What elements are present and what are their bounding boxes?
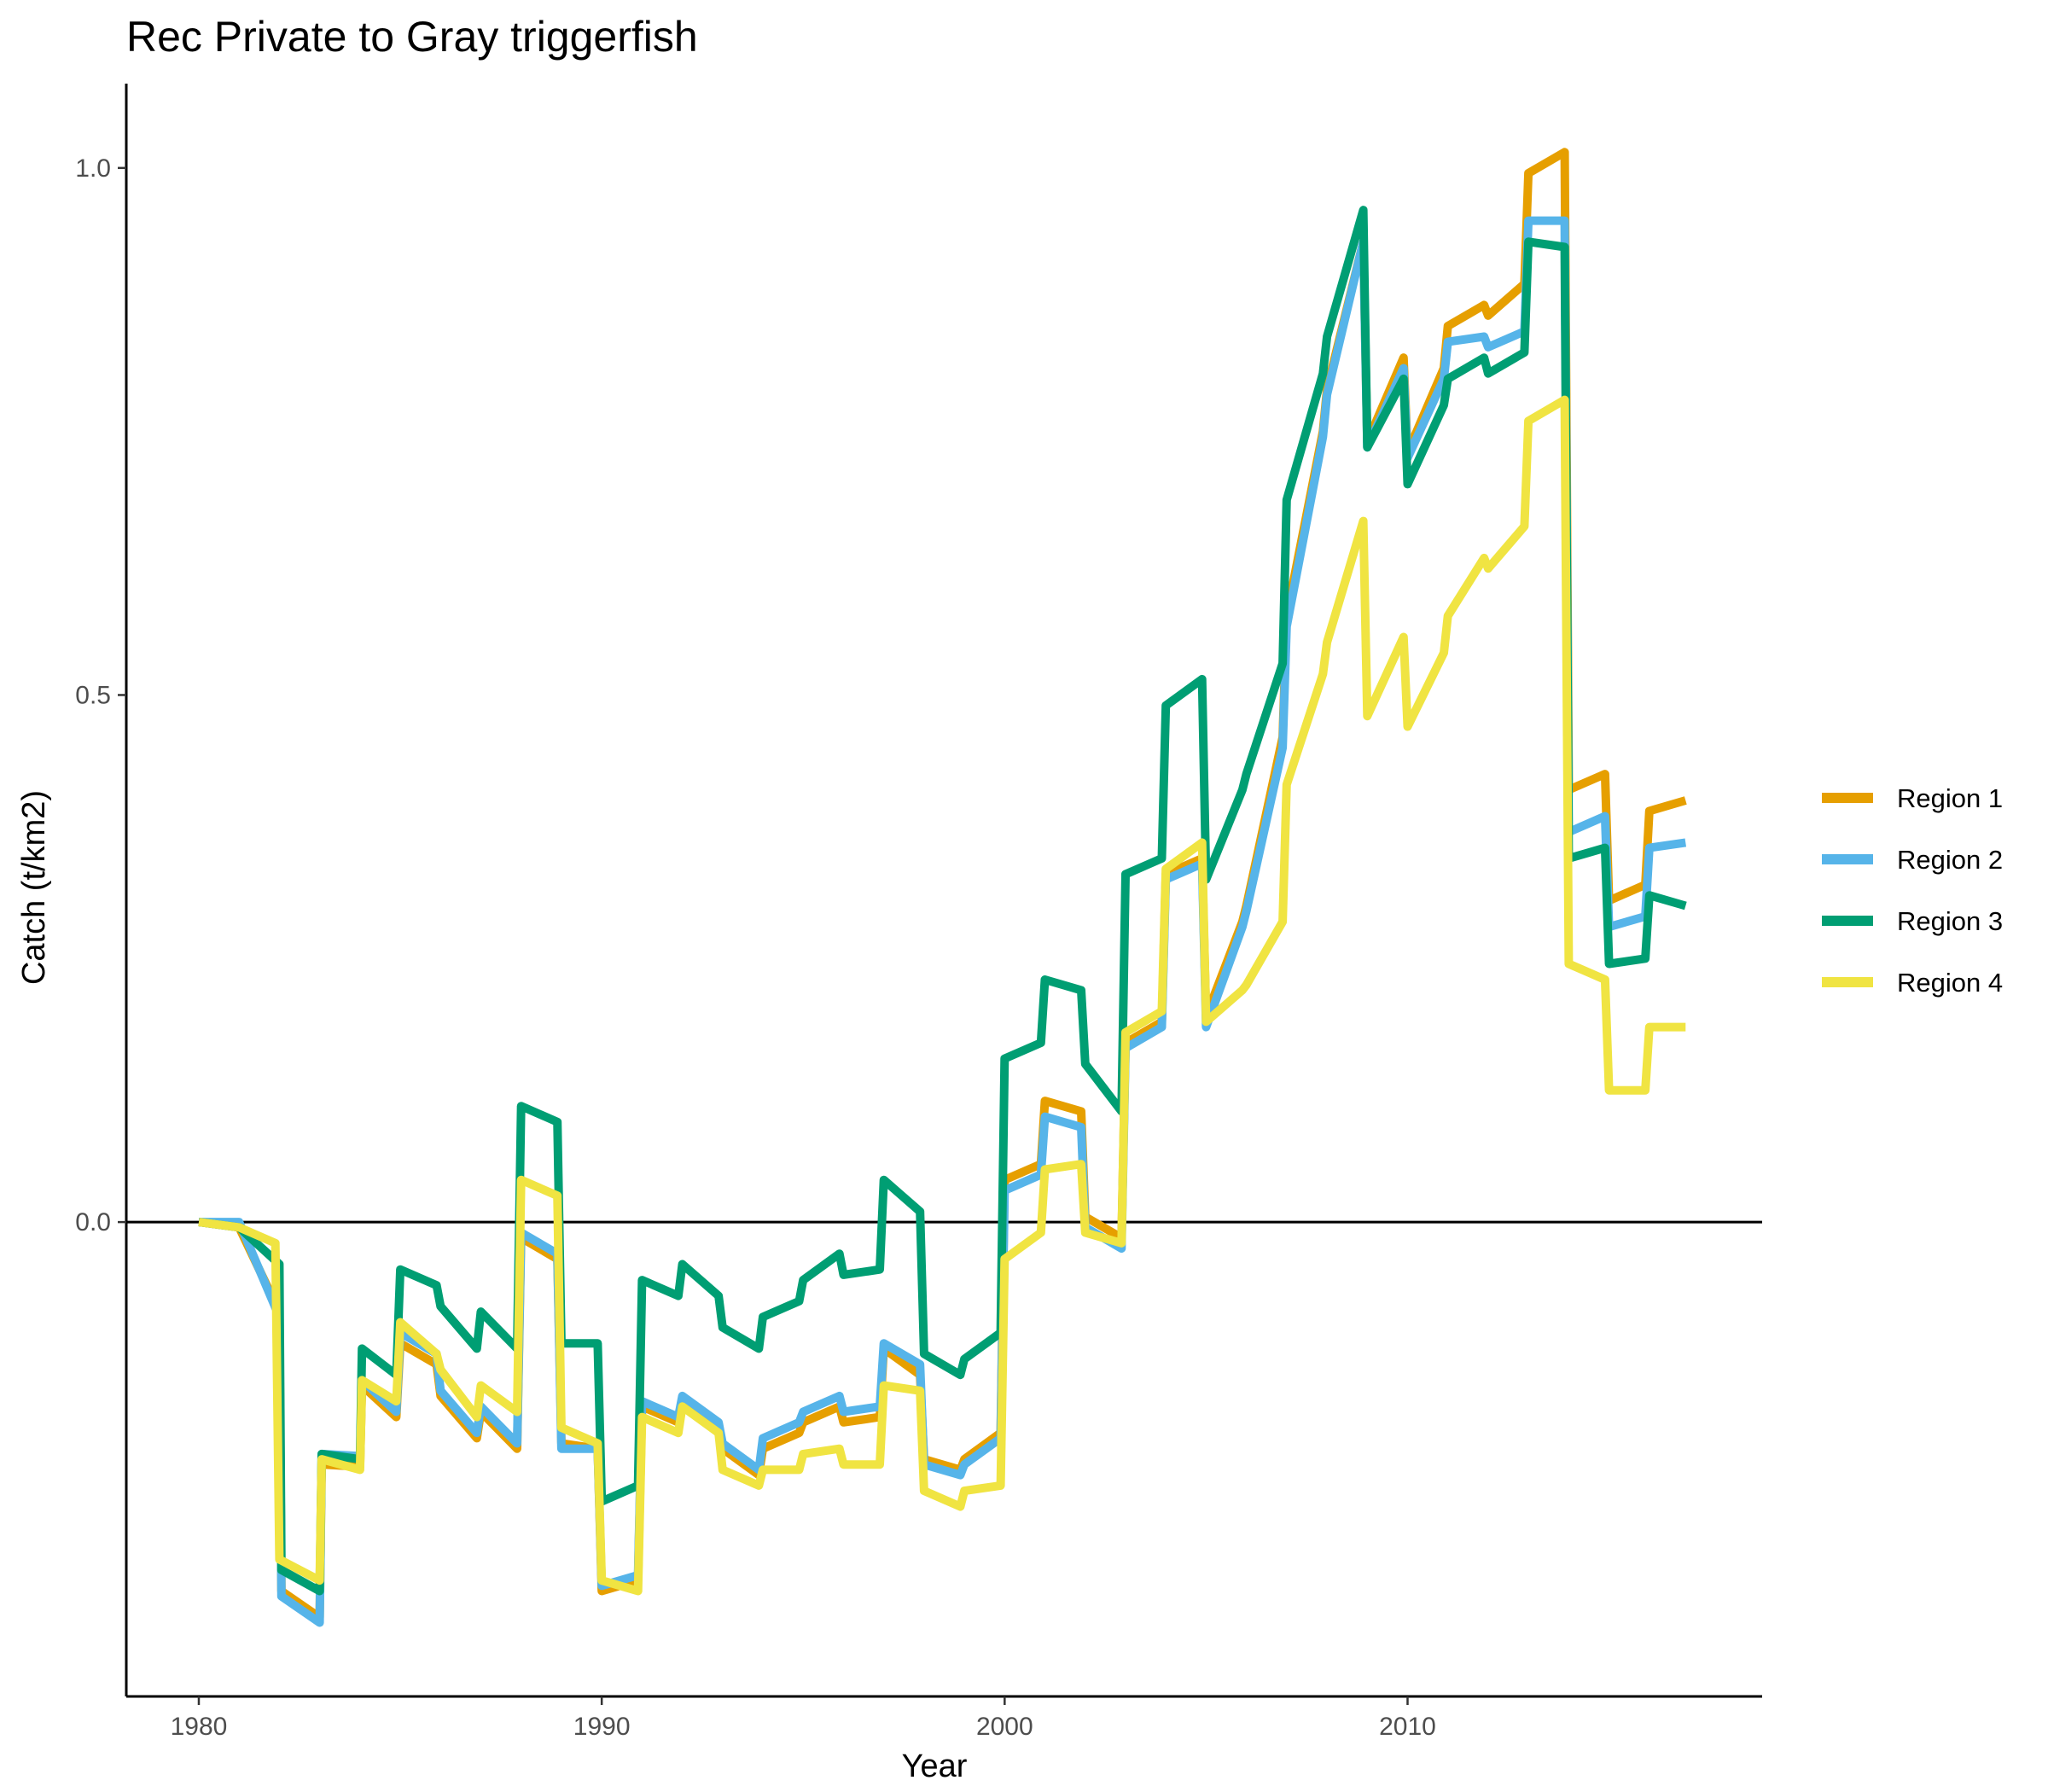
chart-title: Rec Private to Gray triggerfish [126,13,698,61]
y-axis-title: Catch (t/km2) [16,790,52,985]
x-tick-label: 1990 [573,1713,631,1741]
legend-label: Region 4 [1897,968,2003,998]
y-tick-label: 0.5 [75,681,111,709]
y-tick-label: 1.0 [75,154,111,183]
series-line-region-2 [199,216,1687,1627]
legend: Region 1 Region 2 Region 3 Region 4 [1822,783,2003,998]
x-tick-label: 2010 [1379,1713,1436,1741]
series-line-region-3 [198,206,1687,1596]
legend-label: Region 1 [1897,783,2003,813]
legend-label: Region 2 [1897,845,2003,875]
series-layer [198,148,1687,1627]
series-line-region-4 [198,395,1686,1596]
y-tick-label: 0.0 [75,1208,111,1236]
legend-label: Region 3 [1897,906,2003,936]
axis-layer: 1980 1990 2000 2010 0.0 0.5 1.0 [75,84,1762,1741]
x-tick-label: 2000 [976,1713,1033,1741]
x-axis-title: Year [902,1748,968,1784]
x-tick-label: 1980 [171,1713,228,1741]
